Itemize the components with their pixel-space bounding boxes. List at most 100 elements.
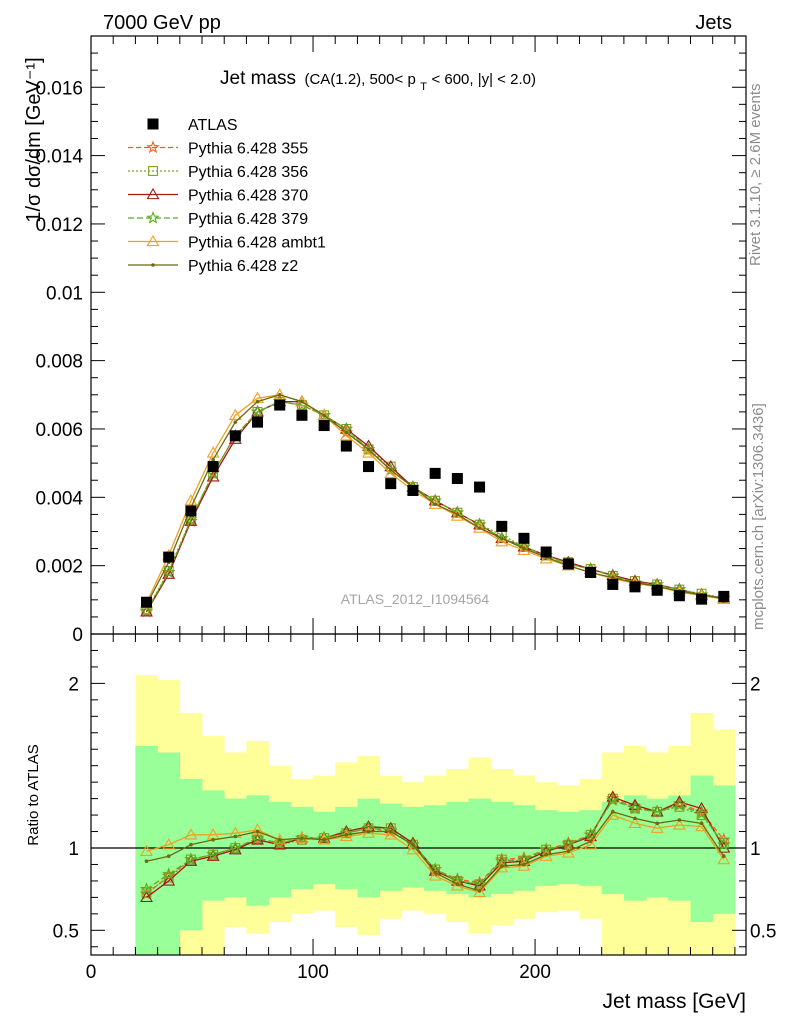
inner-band-bin <box>202 790 225 901</box>
series-point-379 <box>295 830 309 844</box>
atlas-data-point <box>385 478 397 490</box>
series-point-370 <box>672 795 686 807</box>
y-tick-label-main: 0.016 <box>35 78 83 99</box>
y-tick-label-main: 0.014 <box>35 147 83 168</box>
y-tick-label-main: 0.008 <box>35 352 83 373</box>
inner-band-bin <box>690 775 714 923</box>
series-point-z2 <box>300 399 304 404</box>
y-tick-label-main: 0.004 <box>35 488 83 509</box>
atlas-data-point <box>540 546 552 558</box>
atlas-data-points <box>141 399 730 608</box>
axis-tick-labels: 0 0.002 0.004 0.006 0.008 0.01 0.012 0.014 0.016… <box>35 78 776 983</box>
series-point-z2 <box>499 536 504 541</box>
rivet-label: Rivet 3.1.10, ≥ 2.6M events <box>747 84 764 267</box>
atlas-data-point <box>141 596 153 608</box>
atlas-data-point <box>474 481 486 493</box>
series-point-z2 <box>455 882 460 887</box>
series-point-z2 <box>388 468 393 472</box>
series-point-z2 <box>344 430 349 435</box>
series-point-ambt1 <box>428 869 442 881</box>
series-point-ambt1 <box>473 885 487 898</box>
series-point-z2 <box>144 859 149 863</box>
legend-marker-ambt1 <box>146 234 160 247</box>
atlas-data-point <box>274 399 286 411</box>
atlas-data-point <box>696 593 708 605</box>
atlas-data-point <box>363 461 375 473</box>
series-point-z2 <box>277 393 282 397</box>
atlas-data-point <box>673 590 685 602</box>
inner-band-bin <box>246 795 270 906</box>
atlas-data-point <box>607 578 619 590</box>
energy-label: 7000 GeV pp <box>103 12 221 34</box>
series-line-379 <box>146 799 725 890</box>
y-tick-label-ratio: 1 <box>68 839 79 860</box>
inner-band-bin <box>157 752 181 955</box>
legend-label-356: Pythia 6.428 356 <box>188 164 308 181</box>
series-point-z2 <box>366 829 371 834</box>
analysis-watermark: ATLAS_2012_I1094564 <box>341 591 490 607</box>
series-point-z2 <box>211 457 215 462</box>
y-tick-label-main: 0.012 <box>35 215 83 236</box>
series-point-370 <box>140 890 153 903</box>
series-point-379 <box>717 837 731 851</box>
ratio-plot-frame <box>90 633 747 956</box>
legend: ATLAS Pythia 6.428 355 Pythia 6.428 356 Pyt… <box>128 117 326 275</box>
series-point-z2 <box>344 833 349 837</box>
series-point-z2 <box>610 809 615 814</box>
y-tick-label-ratio: 2 <box>68 674 79 695</box>
series-point-379 <box>139 603 154 617</box>
series-point-379 <box>539 842 553 856</box>
series-point-z2 <box>655 821 659 826</box>
x-tick-label: 200 <box>519 962 551 983</box>
x-tick-label: 0 <box>86 962 97 983</box>
series-point-370 <box>517 540 531 552</box>
y-tick-label-main: 0 <box>72 625 83 646</box>
series-point-379 <box>605 793 620 806</box>
y-tick-label-ratio: 0.5 <box>53 921 79 942</box>
atlas-data-point <box>629 581 641 593</box>
series-point-z2 <box>477 889 482 893</box>
atlas-data-point <box>429 467 441 479</box>
series-point-ambt1 <box>606 808 620 820</box>
series-point-ambt1 <box>584 838 598 850</box>
legend-marker-z2 <box>151 263 155 267</box>
mcplots-label: mcplots.cern.ch [arXiv:1306.3436] <box>750 403 767 630</box>
series-point-379 <box>694 806 709 820</box>
axis-ticks <box>90 35 746 955</box>
series-point-ambt1 <box>162 838 176 850</box>
series-point-370 <box>450 506 464 518</box>
legend-label-379: Pythia 6.428 379 <box>188 211 308 228</box>
series-point-379 <box>672 798 687 811</box>
series-point-z2 <box>255 829 260 834</box>
series-point-z2 <box>322 413 326 418</box>
series-point-ambt1 <box>495 535 509 547</box>
legend-label-atlas: ATLAS <box>188 117 238 134</box>
series-point-z2 <box>411 842 415 847</box>
series-point-379 <box>228 840 243 854</box>
plot-title-sub-end: < 600, |y| < 2.0) <box>431 71 536 88</box>
series-point-370 <box>628 798 642 810</box>
legend-label-ambt1: Pythia 6.428 ambt1 <box>188 235 326 252</box>
atlas-data-point <box>252 416 264 428</box>
jets-label: Jets <box>695 12 732 34</box>
series-point-ambt1 <box>695 819 709 832</box>
series-point-379 <box>494 854 509 867</box>
series-line-z2 <box>145 394 724 606</box>
series-point-z2 <box>677 818 682 822</box>
y-tick-label-ratio-right: 0.5 <box>750 921 776 942</box>
series-point-z2 <box>255 399 260 404</box>
legend-marker-370 <box>146 187 160 200</box>
series-point-379 <box>139 882 154 895</box>
ratio-y-axis-label: Ratio to ATLAS <box>25 744 42 845</box>
series-point-z2 <box>166 854 171 859</box>
inner-band-bin <box>379 803 403 891</box>
series-point-z2 <box>522 862 526 867</box>
atlas-data-point <box>185 505 197 517</box>
legend-label-370: Pythia 6.428 370 <box>188 188 308 205</box>
series-point-ambt1 <box>228 408 242 420</box>
y-tick-label-main: 0.006 <box>35 420 83 441</box>
series-point-z2 <box>433 502 437 506</box>
series-point-379 <box>583 827 598 841</box>
atlas-data-point <box>496 520 508 532</box>
